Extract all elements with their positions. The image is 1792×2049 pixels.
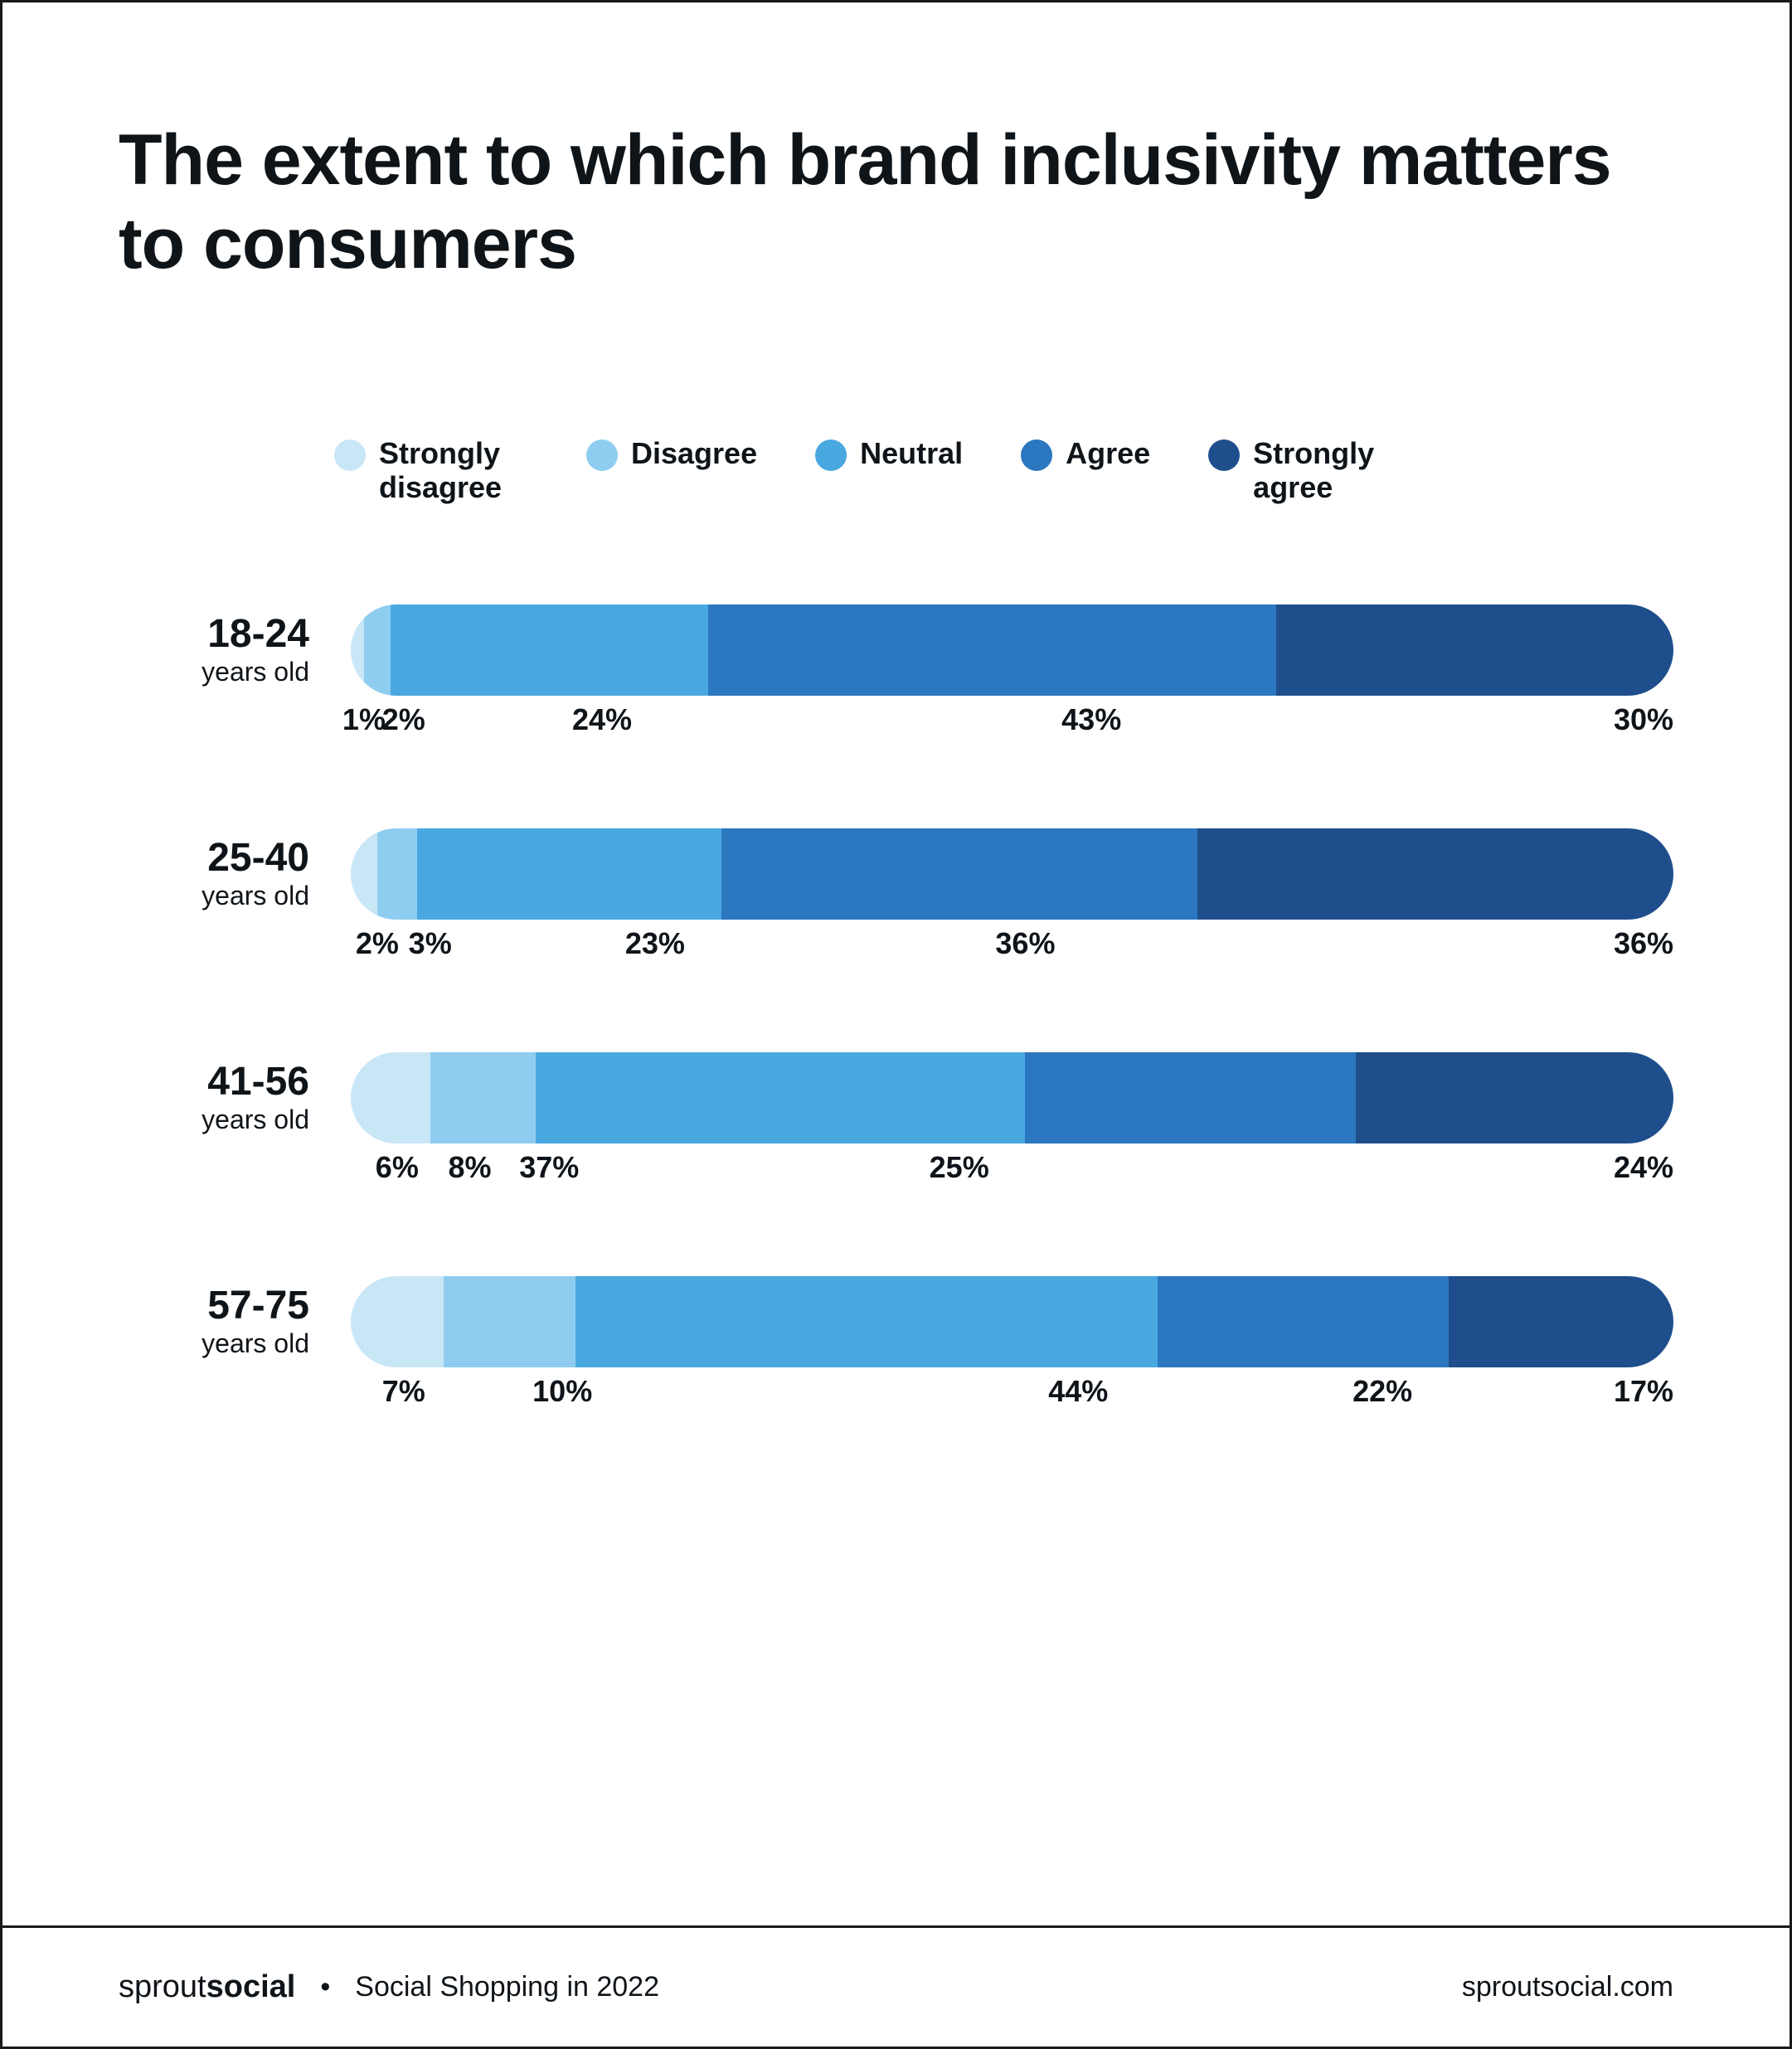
bar-segment-disagree (430, 1052, 537, 1143)
legend-label: Strongly disagree (379, 436, 528, 505)
chart-frame: The extent to which brand inclusivity ma… (0, 0, 1792, 2049)
footer-separator: • (320, 1971, 330, 2003)
stacked-bar (351, 1276, 1673, 1367)
value-labels: 7% 10% 44% 22% 17% (351, 1374, 1673, 1415)
stacked-bar (351, 605, 1673, 696)
value-label-strongly_agree: 17% (1614, 1374, 1673, 1409)
value-label-strongly_disagree: 2% (356, 926, 399, 961)
value-label-neutral: 23% (625, 926, 685, 961)
legend-item: Disagree (586, 436, 757, 471)
bar-wrap: 7%10%44%22%17% (351, 1276, 1673, 1367)
value-label-strongly_disagree: 7% (382, 1374, 425, 1409)
chart-title: The extent to which brand inclusivity ma… (119, 119, 1673, 287)
bar-wrap: 6%8%37%25%24% (351, 1052, 1673, 1143)
row-sublabel: years old (119, 881, 309, 911)
value-label-strongly_agree: 36% (1614, 926, 1673, 961)
bar-segment-agree (721, 828, 1197, 920)
row-label: 18-24years old (119, 613, 309, 687)
bar-segment-disagree (364, 605, 391, 696)
bar-segment-agree (1158, 1276, 1449, 1367)
bar-segment-strongly_disagree (351, 1052, 430, 1143)
bar-segment-strongly_agree (1356, 1052, 1673, 1143)
row-age: 25-40 (119, 837, 309, 881)
footer: sproutsocial • Social Shopping in 2022 s… (2, 1925, 1790, 2047)
value-label-agree: 25% (930, 1150, 989, 1185)
value-label-strongly_agree: 30% (1614, 702, 1673, 737)
chart-row: 18-24years old 1%2%24%43%30% (119, 605, 1673, 696)
value-label-strongly_agree: 24% (1614, 1150, 1673, 1185)
brand-light: sprout (119, 1969, 206, 2004)
legend-swatch (815, 439, 847, 471)
value-label-disagree: 2% (382, 702, 425, 737)
value-label-agree: 43% (1061, 702, 1121, 737)
value-labels: 6% 8% 37% 25% 24% (351, 1150, 1673, 1192)
legend-swatch (1021, 439, 1052, 471)
footer-url: sproutsocial.com (1462, 1971, 1673, 2003)
stacked-bar (351, 1052, 1673, 1143)
row-sublabel: years old (119, 657, 309, 687)
row-age: 57-75 (119, 1284, 309, 1328)
legend-label: Neutral (860, 436, 963, 470)
value-labels: 1%2%24%43%30% (351, 702, 1673, 744)
brand-logo: sproutsocial (119, 1969, 295, 2005)
row-sublabel: years old (119, 1328, 309, 1359)
bar-segment-neutral (417, 828, 721, 920)
value-labels: 2% 3% 23% 36% 36% (351, 926, 1673, 968)
legend-swatch (586, 439, 618, 471)
bar-segment-strongly_disagree (351, 605, 364, 696)
value-label-strongly_disagree: 6% (376, 1150, 419, 1185)
footer-left: sproutsocial • Social Shopping in 2022 (119, 1969, 659, 2005)
legend-label: Agree (1066, 436, 1150, 470)
value-label-agree: 36% (995, 926, 1055, 961)
row-age: 41-56 (119, 1061, 309, 1105)
chart-rows: 18-24years old1%2%24%43%30%25-40years ol… (119, 605, 1673, 1367)
chart-content: The extent to which brand inclusivity ma… (2, 2, 1790, 1925)
value-label-neutral: 44% (1048, 1374, 1108, 1409)
footer-report: Social Shopping in 2022 (355, 1971, 659, 2003)
bar-wrap: 1%2%24%43%30% (351, 605, 1673, 696)
bar-segment-neutral (391, 605, 708, 696)
bar-segment-disagree (444, 1276, 576, 1367)
bar-segment-strongly_disagree (351, 1276, 444, 1367)
legend-label: Disagree (631, 436, 757, 470)
value-label-disagree: 3% (409, 926, 452, 961)
legend-swatch (1208, 439, 1240, 471)
bar-wrap: 2%3%23%36%36% (351, 828, 1673, 920)
legend-label: Strongly agree (1253, 436, 1402, 505)
bar-segment-strongly_agree (1197, 828, 1673, 920)
bar-segment-strongly_agree (1276, 605, 1673, 696)
value-label-disagree: 8% (449, 1150, 492, 1185)
brand-bold: social (206, 1969, 296, 2004)
chart-row: 57-75years old 7%10%44%22%17% (119, 1276, 1673, 1367)
row-age: 18-24 (119, 613, 309, 657)
legend: Strongly disagree Disagree Neutral Agree Str… (334, 436, 1673, 505)
value-label-strongly_disagree: 1% (342, 702, 386, 737)
value-label-agree: 22% (1352, 1374, 1412, 1409)
value-label-neutral: 37% (519, 1150, 579, 1185)
row-label: 25-40years old (119, 837, 309, 911)
bar-segment-strongly_disagree (351, 828, 377, 920)
bar-segment-neutral (536, 1052, 1025, 1143)
value-label-disagree: 10% (532, 1374, 592, 1409)
legend-item: Strongly disagree (334, 436, 528, 505)
row-sublabel: years old (119, 1105, 309, 1135)
value-label-neutral: 24% (572, 702, 632, 737)
row-label: 41-56years old (119, 1061, 309, 1135)
legend-swatch (334, 439, 366, 471)
row-label: 57-75years old (119, 1284, 309, 1359)
bar-segment-strongly_agree (1449, 1276, 1673, 1367)
chart-row: 25-40years old 2%3%23%36%36% (119, 828, 1673, 920)
bar-segment-neutral (575, 1276, 1158, 1367)
legend-item: Strongly agree (1208, 436, 1402, 505)
bar-segment-agree (708, 605, 1277, 696)
legend-item: Agree (1021, 436, 1150, 471)
bar-segment-disagree (377, 828, 417, 920)
bar-segment-agree (1025, 1052, 1356, 1143)
stacked-bar (351, 828, 1673, 920)
legend-item: Neutral (815, 436, 963, 471)
chart-row: 41-56years old 6%8%37%25%24% (119, 1052, 1673, 1143)
